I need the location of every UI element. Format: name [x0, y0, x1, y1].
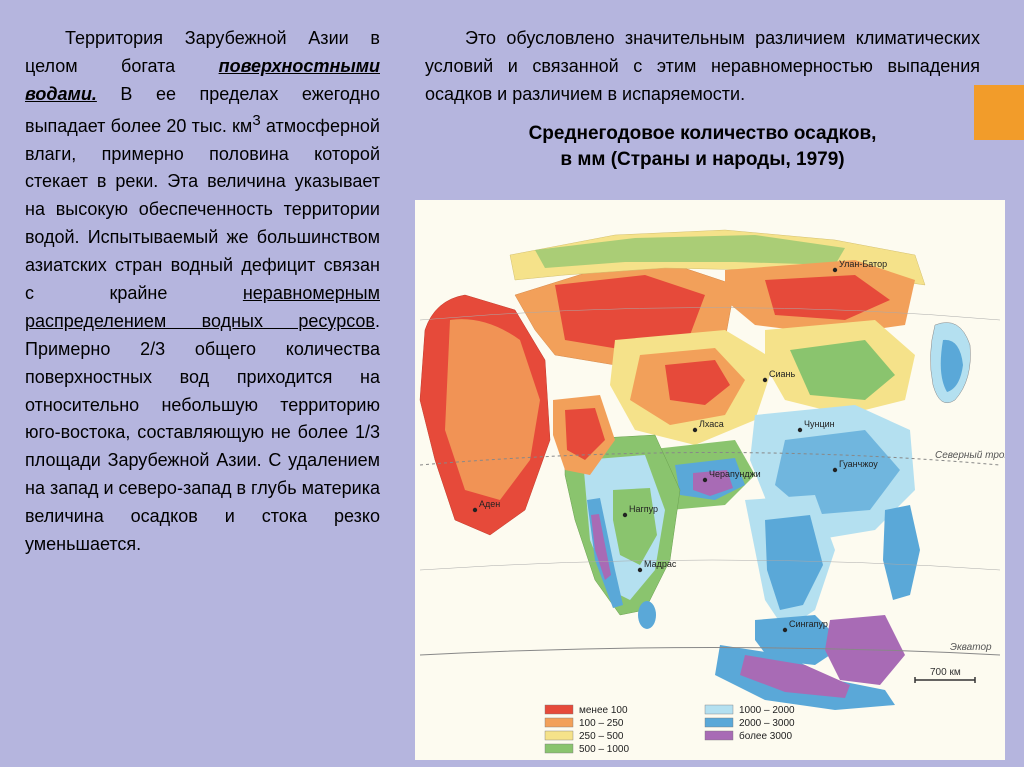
chart-title: Среднегодовое количество осадков, в мм (…	[425, 121, 980, 174]
city-dot	[763, 378, 767, 382]
city-dot	[693, 428, 697, 432]
legend-swatch	[545, 744, 573, 753]
right-text: Это обусловлено значительным различием к…	[425, 28, 980, 104]
city-label: Чунцин	[804, 419, 835, 429]
left-paragraph: Территория Зарубежной Азии в целом богат…	[25, 25, 380, 559]
legend-swatch	[705, 718, 733, 727]
legend-label: менее 100	[579, 705, 628, 716]
city-dot	[473, 508, 477, 512]
city-label: Лхаса	[699, 419, 724, 429]
left-column: Территория Зарубежной Азии в целом богат…	[0, 0, 400, 579]
legend-label: 100 – 250	[579, 718, 624, 729]
city-label: Сиань	[769, 369, 796, 379]
legend-swatch	[545, 718, 573, 727]
city-dot	[833, 268, 837, 272]
tropic-label: Северный тропик	[935, 450, 1005, 461]
legend-swatch	[545, 705, 573, 714]
city-label: Гуанчжоу	[839, 459, 878, 469]
legend-label: более 3000	[739, 730, 792, 742]
precipitation-map: Северный тропик Экватор 700 км Улан-Бато…	[415, 200, 1005, 760]
chart-title-line2: в мм (Страны и народы, 1979)	[425, 147, 980, 174]
legend-label: 500 – 1000	[579, 744, 629, 755]
city-dot	[638, 568, 642, 572]
scale-label: 700 км	[930, 667, 961, 678]
city-dot	[783, 628, 787, 632]
city-label: Улан-Батор	[839, 259, 887, 269]
legend-label: 1000 – 2000	[739, 705, 795, 716]
city-dot	[833, 468, 837, 472]
equator-label: Экватор	[950, 642, 992, 653]
city-label: Сингапур	[789, 619, 828, 629]
left-mid2: атмосферной влаги, примерно половина кот…	[25, 116, 380, 303]
right-paragraph: Это обусловлено значительным различием к…	[425, 25, 980, 109]
legend-label: 250 – 500	[579, 731, 624, 742]
city-label: Аден	[479, 499, 500, 509]
legend-swatch	[705, 731, 733, 740]
city-dot	[798, 428, 802, 432]
legend-swatch	[545, 731, 573, 740]
city-dot	[703, 478, 707, 482]
city-label: Нагпур	[629, 504, 658, 514]
left-sup: 3	[252, 112, 260, 129]
right-column: Это обусловлено значительным различием к…	[415, 0, 1010, 184]
legend-label: 2000 – 3000	[739, 718, 795, 729]
city-label: Мадрас	[644, 559, 677, 569]
map-svg: Северный тропик Экватор 700 км Улан-Бато…	[415, 200, 1005, 760]
left-end: . Примерно 2/3 общего количества поверхн…	[25, 311, 380, 554]
chart-title-line1: Среднегодовое количество осадков,	[425, 121, 980, 148]
legend-swatch	[705, 705, 733, 714]
city-label: Черапунджи	[709, 469, 761, 479]
city-dot	[623, 513, 627, 517]
